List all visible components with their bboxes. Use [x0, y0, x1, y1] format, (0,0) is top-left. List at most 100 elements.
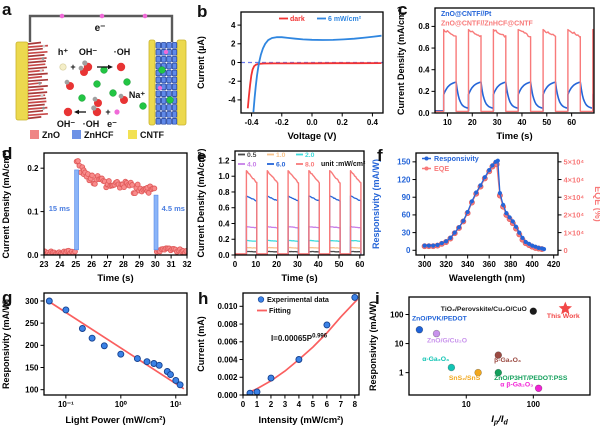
x-tick-label: 40: [518, 118, 527, 127]
series-line: [246, 298, 359, 394]
x-axis-label: Ip/Id: [491, 414, 508, 427]
x-axis-label: Wavelength (nm): [449, 273, 525, 284]
legend-label: 8.0: [305, 162, 315, 169]
y2-axis-label: EQE (%): [593, 186, 600, 222]
y-tick-label: 0.6: [418, 44, 430, 53]
cntf-yarn-right-outer: [176, 39, 187, 126]
response-time-bar: [74, 169, 79, 251]
schematic-svg: e⁻ h⁺ OH⁻ ·OH + Na⁺: [15, 13, 187, 140]
axes-box: [415, 152, 559, 256]
data-point: [133, 355, 141, 363]
oh-radical-dot-bottom: [63, 107, 73, 117]
data-point: [134, 181, 141, 188]
y-tick-label: 300: [25, 297, 39, 306]
legend-label-zno: ZnO: [42, 130, 60, 140]
x-tick-label: 0: [233, 260, 238, 269]
y-axis-label: Responsivity (mA/W): [1, 299, 11, 389]
y-tick-label: 0.2: [218, 235, 230, 244]
annotation-text: unit :mW/cm²: [321, 161, 366, 168]
panel-h-current-vs-intensity: I=0.00065P0.996 0 1 2 3 4 5 6 7 8 0.000 0.002 0.004 0…: [195, 285, 367, 427]
chart-g-svg: 10⁻¹ 10⁰ 10¹ 100 150 200 250 300 Light Power (mW…: [1, 292, 188, 426]
x-tick-label: 26: [87, 260, 96, 269]
legend-label: Fitting: [269, 306, 291, 315]
data-point: [117, 350, 125, 358]
electron-ion-dot: [157, 85, 163, 91]
plot-area: [45, 297, 185, 390]
legend-swatch-cntf: [128, 130, 137, 139]
y-tick-label: 0.004: [217, 355, 238, 364]
legend-marker: [257, 296, 265, 303]
data-marker: [431, 243, 436, 248]
legend-label: 4.0: [247, 162, 257, 169]
y2-tick-label: 5×10⁴: [564, 158, 585, 167]
x-axis-label: Light Power (mW/cm²): [65, 415, 165, 426]
y-axis-label: Responsivity (mA/W): [371, 159, 381, 249]
point-label: SnS₂/SnS: [449, 375, 481, 382]
y2-tick-label: 2×10⁴: [564, 211, 585, 220]
annotation-text: 4.5 ms: [162, 204, 185, 213]
panel-label-f: f: [377, 146, 383, 165]
x-tick-label: 27: [103, 260, 112, 269]
y2-tick-label: 4×10⁴: [564, 175, 585, 184]
zno-nanowires: [27, 41, 49, 120]
data-marker: [536, 245, 541, 250]
series-line: [435, 28, 594, 113]
data-point: [62, 306, 70, 314]
x-tick-label: 30: [293, 260, 302, 269]
y-tick-label: 2: [231, 40, 236, 49]
hydroxide-label-top: OH⁻: [79, 47, 98, 57]
axes-box: [434, 7, 595, 114]
x-tick-label: 60: [355, 260, 364, 269]
data-marker: [517, 230, 522, 235]
y-tick-label: 120: [397, 175, 411, 184]
x-tick-label: 2: [269, 400, 274, 409]
data-point: [106, 178, 112, 184]
wire-electron-dot: [99, 13, 105, 19]
x-tick-label: 29: [135, 260, 144, 269]
x-tick-label: 20: [468, 118, 477, 127]
data-marker: [469, 199, 474, 204]
annotation-text: 15 ms: [49, 204, 70, 213]
hydroxide-label-bottom: OH⁻: [57, 119, 76, 129]
x-tick-label: 380: [504, 260, 518, 269]
y-tick-label: 0.4: [418, 66, 430, 75]
data-point: [534, 384, 543, 393]
y-tick-label: 0.008: [217, 320, 238, 329]
plot-area: [421, 158, 547, 253]
x-tick-label: 360: [482, 260, 496, 269]
response-time-bar: [153, 194, 159, 251]
y-tick-label: 0.4: [218, 219, 230, 228]
data-point: [132, 190, 138, 197]
y2-tick-label: 3×10⁴: [564, 193, 585, 202]
y-tick-label: 0.010: [217, 302, 238, 311]
series-line: [246, 62, 382, 109]
data-point: [151, 185, 158, 192]
reaction-arrow-left: [74, 109, 86, 115]
oh-molecule: [78, 65, 84, 71]
point-label: ZnO/P3HT/PEDOT:PSS: [494, 375, 568, 382]
y-tick-label: 250: [25, 319, 39, 328]
x-axis-label: Voltage (V): [288, 131, 337, 142]
data-marker: [465, 209, 470, 215]
data-point: [295, 356, 303, 363]
data-point: [494, 368, 503, 377]
data-marker: [422, 243, 427, 248]
series-line: [46, 299, 185, 390]
data-point: [145, 190, 152, 196]
panel-label-i: i: [375, 289, 380, 308]
sodium-ion-dot: [123, 78, 131, 86]
plot-area: [241, 34, 383, 113]
x-tick-label: 28: [119, 260, 128, 269]
legend-label: ZnO@CNTF//ZnHCF@CNTF: [441, 21, 534, 28]
chart-i-svg: ZnO/PVK/PEDOT ZnO/G/Cu₂O TiO₂/Perovskite/C…: [368, 296, 591, 427]
data-marker: [533, 244, 538, 249]
x-tick-label: 100: [527, 400, 541, 409]
panel-d-response-time: 15 ms 4.5 ms 23 24 25 26 27 28 29 30 31 32 0.0 0.1 0.2…: [0, 143, 195, 285]
axes-box: [234, 150, 365, 256]
panel-e-intensity-pulses: unit :mW/cm² 0 10 20 30 40 50 60 0.0 0.2 0.4 0.6 0.8…: [195, 143, 370, 285]
y-tick-label: 0.2: [418, 87, 430, 96]
legend-label: 2.0: [305, 152, 315, 159]
plus-sign-bottom: +: [105, 107, 110, 117]
data-point: [78, 325, 86, 332]
